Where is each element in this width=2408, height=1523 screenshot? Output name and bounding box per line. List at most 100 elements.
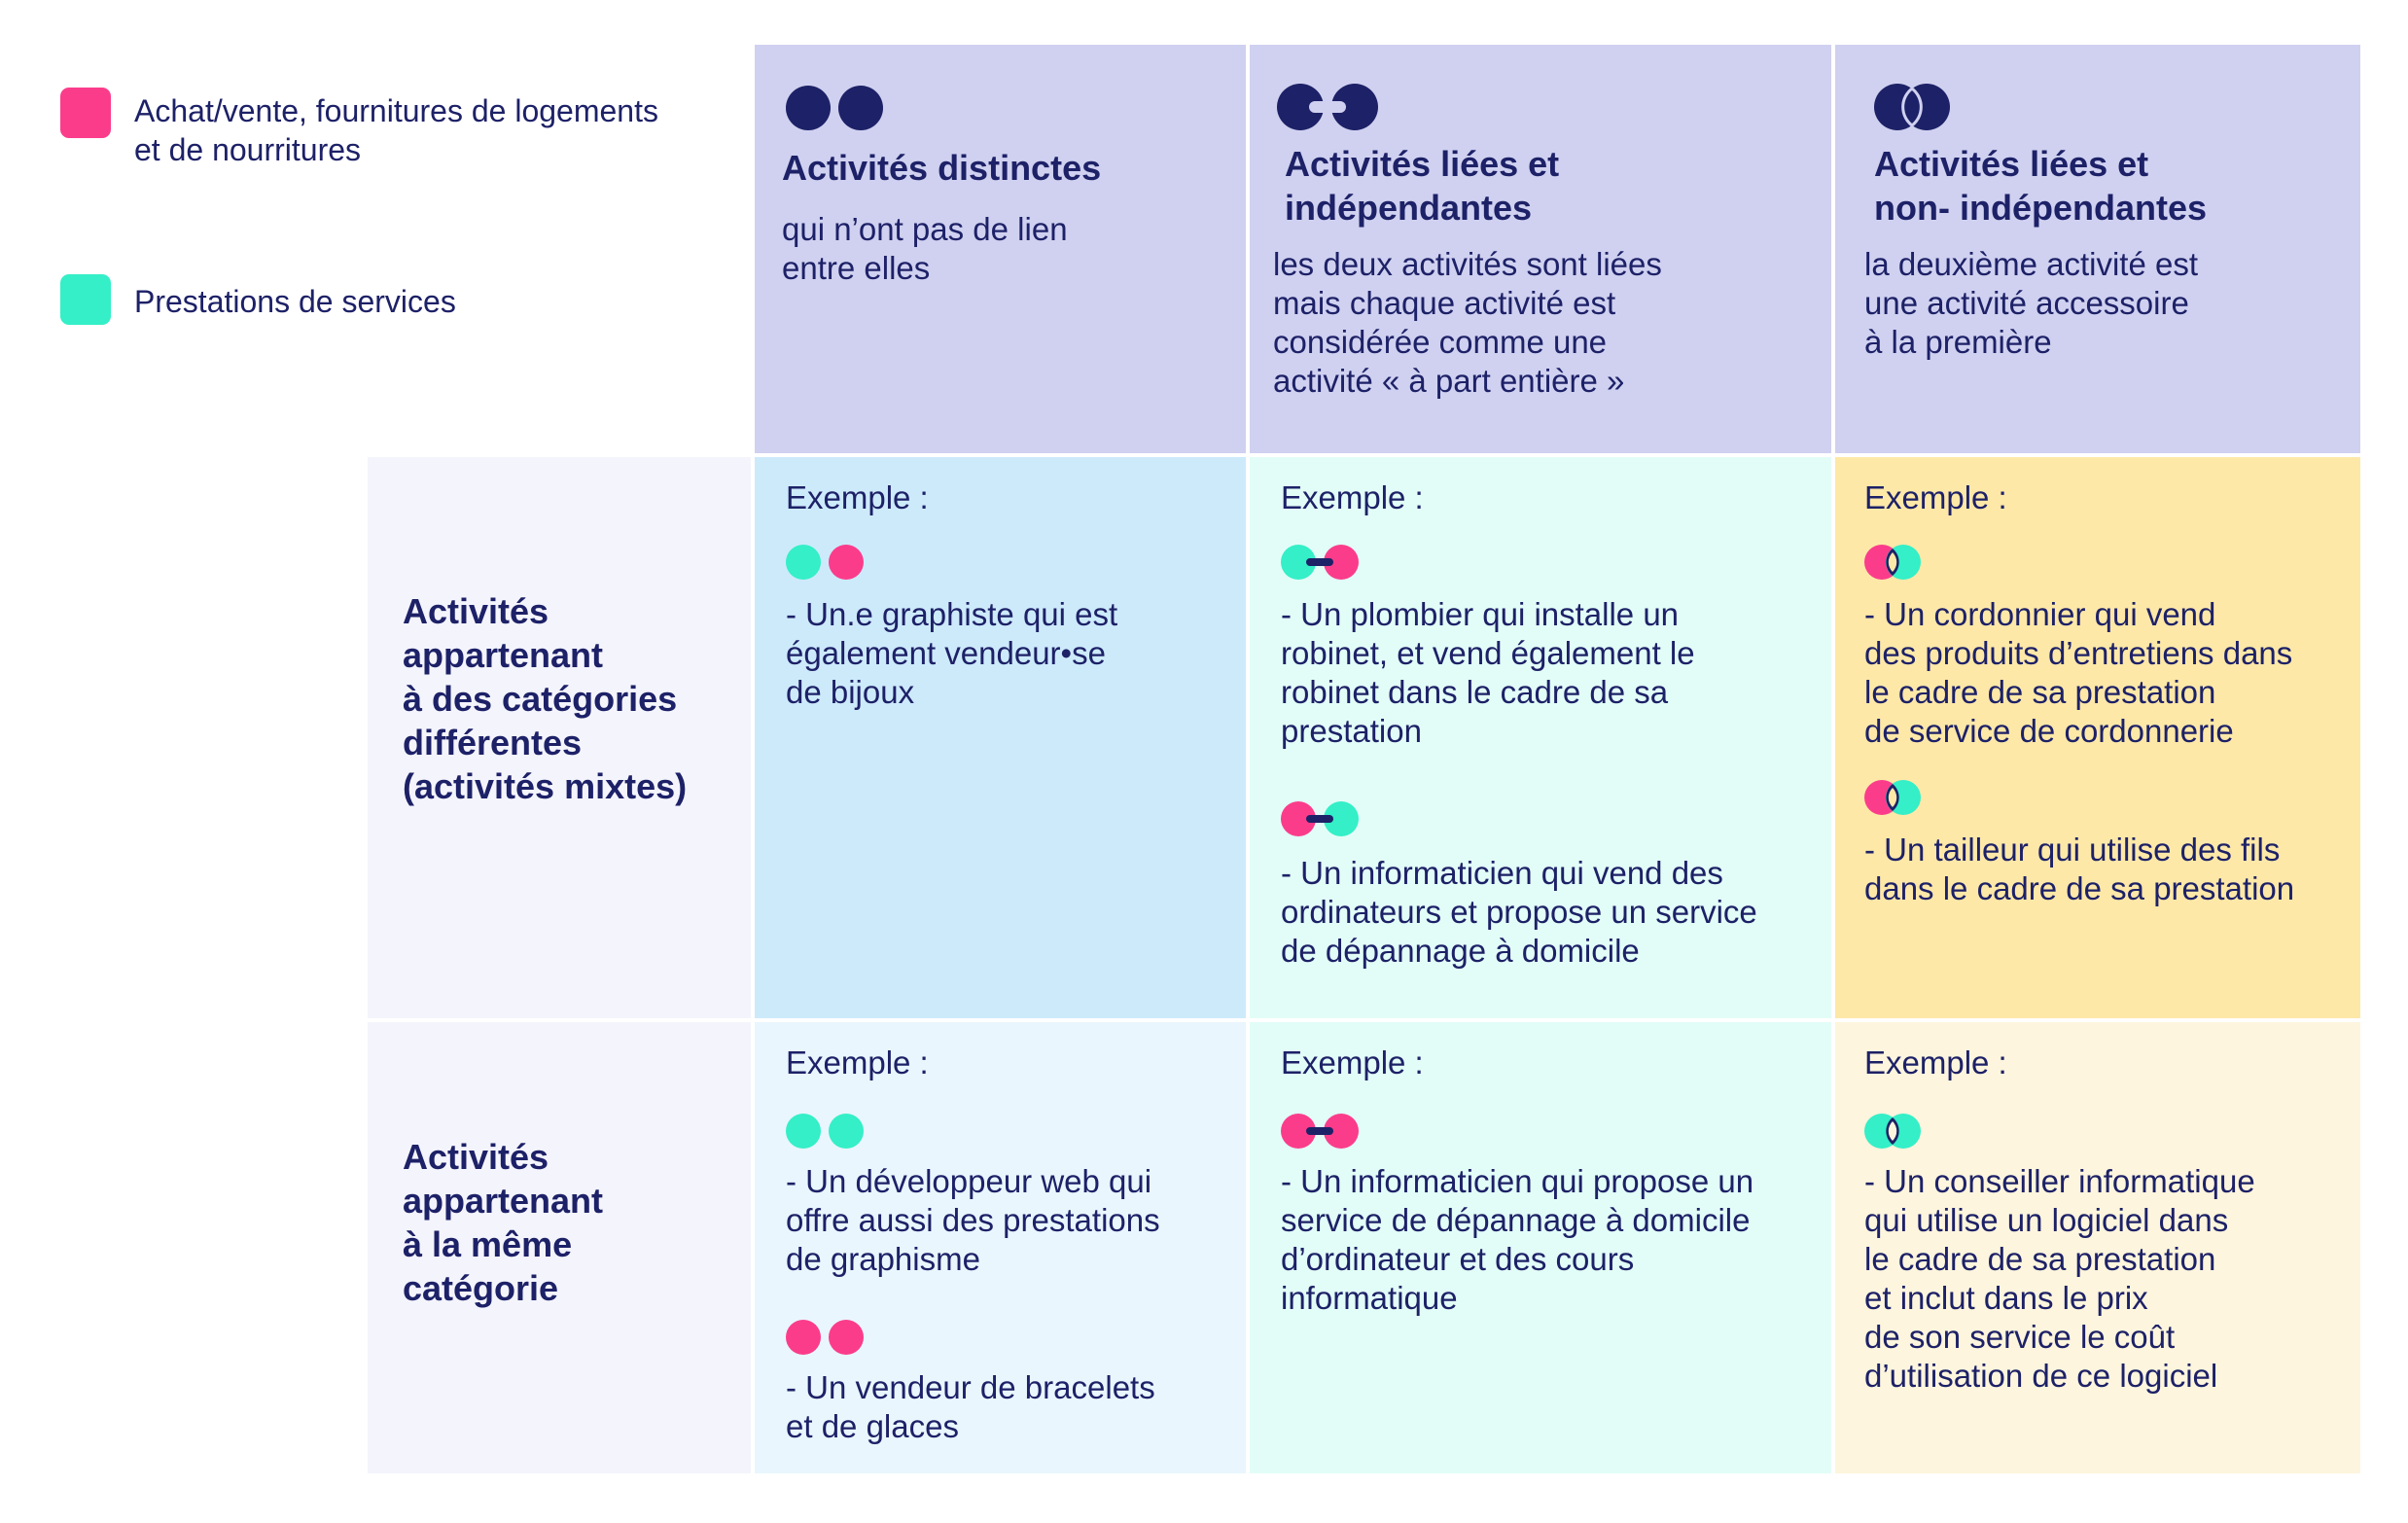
teal-pink-linked-dots-icon [1281, 545, 1359, 580]
text-line: - Un conseiller informatique [1864, 1163, 2255, 1199]
column-title: Activités distinctes [782, 146, 1101, 190]
text-line: - Un cordonnier qui vend [1864, 596, 2216, 632]
cell-mixed-distinct: Exemple : - Un.e graphiste qui est égale… [755, 457, 1246, 1018]
legend-swatch-pink [60, 88, 111, 138]
example-text: - Un informaticien qui vend des ordinate… [1281, 854, 1757, 971]
text-line: de graphisme [786, 1241, 980, 1277]
two-separate-dots-icon [786, 86, 883, 130]
text-line: entre elles [782, 250, 931, 286]
overlapping-dots-icon [1874, 84, 1950, 130]
text-line: - Un informaticien qui propose un [1281, 1163, 1754, 1199]
text-line: de bijoux [786, 674, 915, 710]
text-line: ordinateurs et propose un service [1281, 894, 1757, 930]
column-description: qui n’ont pas de lien entre elles [782, 210, 1068, 288]
text-line: Activités [403, 1137, 549, 1177]
example-text: - Un conseiller informatique qui utilise… [1864, 1162, 2255, 1396]
example-label: Exemple : [1864, 479, 2007, 515]
text-line: catégorie [403, 1268, 559, 1308]
text-line: prestation [1281, 713, 1422, 749]
text-line: de son service le coût [1864, 1319, 2176, 1355]
text-line: considérée comme une [1273, 324, 1608, 360]
text-line: - Un tailleur qui utilise des fils [1864, 832, 2281, 868]
text-line: et inclut dans le prix [1864, 1280, 2148, 1316]
text-line: mais chaque activité est [1273, 285, 1616, 321]
example-text: - Un informaticien qui propose un servic… [1281, 1162, 1753, 1318]
text-line: offre aussi des prestations [786, 1202, 1160, 1238]
cell-mixed-linked-independent: Exemple : - Un plombier qui installe un … [1250, 457, 1831, 1018]
text-line: indépendantes [1285, 188, 1533, 228]
example-label: Exemple : [1864, 1045, 2007, 1080]
text-line: non- indépendantes [1874, 188, 2207, 228]
text-line: à des catégories [403, 679, 678, 719]
column-description: les deux activités sont liées mais chaqu… [1273, 245, 1662, 401]
text-line: robinet dans le cadre de sa [1281, 674, 1669, 710]
row-header-mixed: Activités appartenant à des catégories d… [368, 457, 751, 1018]
example-label: Exemple : [786, 1045, 929, 1080]
pink-teal-overlapping-dots-icon [1864, 780, 1921, 815]
teal-teal-overlapping-dots-icon [1864, 1114, 1921, 1149]
text-line: informatique [1281, 1280, 1458, 1316]
legend-line: et de nourritures [134, 132, 362, 167]
cell-same-linked-dependent: Exemple : - Un conseiller informatique q… [1835, 1022, 2360, 1473]
example-text: - Un vendeur de bracelets et de glaces [786, 1368, 1155, 1446]
text-line: des produits d’entretiens dans [1864, 635, 2293, 671]
legend: Achat/vente, fournitures de logements et… [0, 0, 739, 350]
legend-label-goods: Achat/vente, fournitures de logements et… [134, 91, 658, 169]
legend-line: Achat/vente, fournitures de logements [134, 93, 658, 128]
text-line: - Un développeur web qui [786, 1163, 1152, 1199]
linked-dots-icon [1277, 84, 1378, 130]
text-line: robinet, et vend également le [1281, 635, 1695, 671]
legend-swatch-teal [60, 274, 111, 325]
text-line: Activités [403, 591, 549, 631]
row-label: Activités appartenant à des catégories d… [403, 589, 687, 808]
text-line: appartenant [403, 1181, 604, 1221]
text-line: (activités mixtes) [403, 766, 688, 806]
legend-label-services: Prestations de services [134, 282, 456, 321]
text-line: les deux activités sont liées [1273, 246, 1662, 282]
pink-teal-linked-dots-icon [1281, 801, 1359, 836]
text-line: le cadre de sa prestation [1864, 674, 2216, 710]
column-description: la deuxième activité est une activité ac… [1864, 245, 2198, 362]
text-line: de service de cordonnerie [1864, 713, 2234, 749]
text-line: dans le cadre de sa prestation [1864, 870, 2295, 906]
text-line: une activité accessoire [1864, 285, 2189, 321]
column-header-linked-independent: Activités liées et indépendantes les deu… [1250, 45, 1831, 453]
teal-teal-separate-dots-icon [786, 1114, 864, 1149]
text-line: également vendeur•se [786, 635, 1106, 671]
column-header-linked-dependent: Activités liées et non- indépendantes la… [1835, 45, 2360, 453]
text-line: - Un plombier qui installe un [1281, 596, 1680, 632]
example-text: - Un tailleur qui utilise des fils dans … [1864, 831, 2294, 908]
text-line: à la première [1864, 324, 2052, 360]
example-text: - Un plombier qui installe un robinet, e… [1281, 595, 1695, 751]
text-line: et de glaces [786, 1408, 959, 1444]
row-label: Activités appartenant à la même catégori… [403, 1135, 603, 1310]
text-line: différentes [403, 723, 583, 762]
example-label: Exemple : [1281, 1045, 1424, 1080]
text-line: qui n’ont pas de lien [782, 211, 1068, 247]
column-title: Activités liées et non- indépendantes [1874, 142, 2207, 230]
text-line: activité « à part entière » [1273, 363, 1625, 399]
pink-pink-linked-dots-icon [1281, 1114, 1359, 1149]
text-line: - Un.e graphiste qui est [786, 596, 1118, 632]
column-header-distinct: Activités distinctes qui n’ont pas de li… [755, 45, 1246, 453]
text-line: le cadre de sa prestation [1864, 1241, 2216, 1277]
example-text: - Un.e graphiste qui est également vende… [786, 595, 1117, 712]
pink-pink-separate-dots-icon [786, 1320, 864, 1355]
teal-and-pink-separate-dots-icon [786, 545, 864, 580]
text-line: appartenant [403, 635, 604, 675]
example-text: - Un développeur web qui offre aussi des… [786, 1162, 1160, 1279]
text-line: - Un vendeur de bracelets [786, 1369, 1155, 1405]
cell-same-linked-independent: Exemple : - Un informaticien qui propose… [1250, 1022, 1831, 1473]
text-line: de dépannage à domicile [1281, 933, 1640, 969]
example-text: - Un cordonnier qui vend des produits d’… [1864, 595, 2292, 751]
cell-same-distinct: Exemple : - Un développeur web qui offre… [755, 1022, 1246, 1473]
legend-line: Prestations de services [134, 284, 456, 319]
text-line: - Un informaticien qui vend des [1281, 855, 1723, 891]
column-title: Activités liées et indépendantes [1285, 142, 1559, 230]
text-line: la deuxième activité est [1864, 246, 2199, 282]
row-header-same-category: Activités appartenant à la même catégori… [368, 1022, 751, 1473]
example-label: Exemple : [786, 479, 929, 515]
text-line: Activités distinctes [782, 148, 1102, 188]
text-line: qui utilise un logiciel dans [1864, 1202, 2229, 1238]
example-label: Exemple : [1281, 479, 1424, 515]
